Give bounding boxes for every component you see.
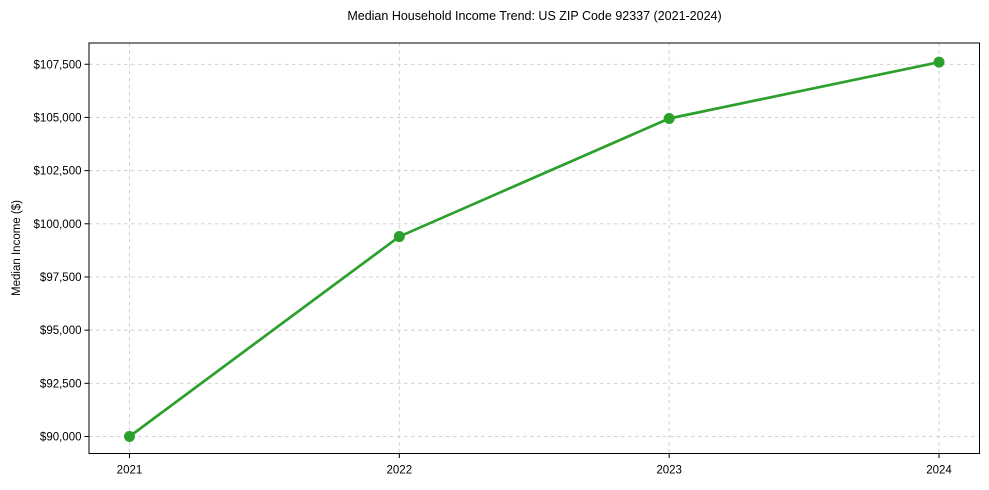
y-tick-label: $97,500 <box>40 272 82 284</box>
y-tick-label: $105,000 <box>34 112 82 124</box>
x-tick-label: 2021 <box>117 465 143 477</box>
x-tick-label: 2023 <box>656 465 682 477</box>
plot-border <box>88 42 980 454</box>
trend-line <box>128 60 941 438</box>
y-tick-label: $100,000 <box>34 219 82 231</box>
y-tick-label: $92,500 <box>40 378 82 390</box>
y-tick-label: $95,000 <box>40 325 82 337</box>
y-tick-label: $102,500 <box>34 166 82 178</box>
chart-title: Median Household Income Trend: US ZIP Co… <box>347 9 722 23</box>
x-tick-label: 2022 <box>387 465 413 477</box>
x-tick-label: 2024 <box>926 465 952 477</box>
y-tick-label: $90,000 <box>40 431 82 443</box>
data-point-marker <box>123 430 135 442</box>
data-point-marker <box>663 113 675 125</box>
y-tick-label: $107,500 <box>34 59 82 71</box>
data-point-marker <box>393 231 405 243</box>
data-point-marker <box>933 56 945 68</box>
